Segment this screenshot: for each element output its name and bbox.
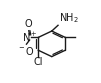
Text: Cl: Cl: [33, 57, 43, 67]
Text: N$^+$: N$^+$: [22, 31, 37, 44]
Text: NH$_2$: NH$_2$: [59, 11, 79, 25]
Text: O: O: [25, 19, 33, 29]
Text: $^-$O: $^-$O: [17, 45, 35, 57]
